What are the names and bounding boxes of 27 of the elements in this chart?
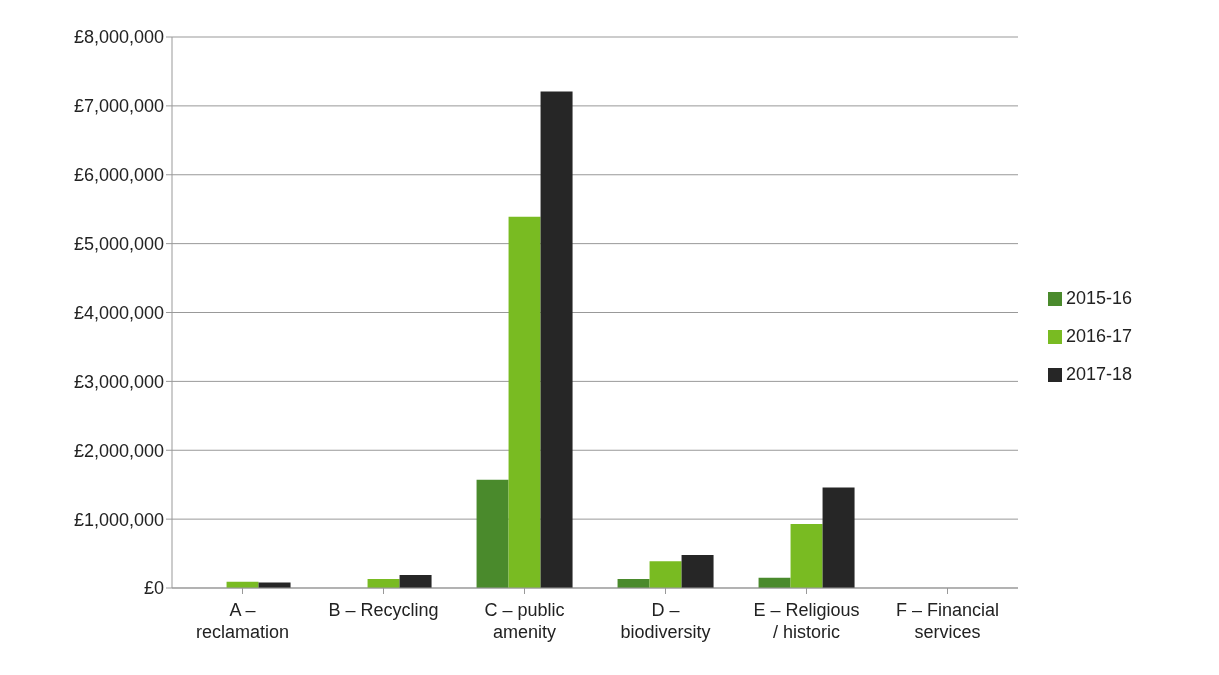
x-tick-label: E – Religious / historic — [753, 600, 860, 642]
legend-label: 2017-18 — [1066, 363, 1133, 384]
y-tick-label: £1,000,000 — [73, 509, 164, 530]
y-tick-label: £7,000,000 — [73, 96, 164, 117]
legend-label: 2016-17 — [1066, 325, 1133, 346]
x-tick-label: D – biodiversity — [620, 600, 711, 642]
x-tick-label: C – public amenity — [484, 600, 565, 642]
bar — [649, 561, 682, 588]
bar — [822, 487, 855, 588]
bar — [399, 574, 432, 588]
bar — [258, 582, 291, 588]
bar — [508, 216, 541, 588]
x-tick-label: B – Recycling — [328, 600, 439, 620]
legend-label: 2015-16 — [1066, 287, 1133, 308]
y-tick-label: £3,000,000 — [73, 371, 164, 392]
y-tick-label: £5,000,000 — [73, 234, 164, 255]
x-tick-label: A – reclamation — [195, 600, 290, 642]
bar — [540, 91, 573, 588]
y-tick-label: £6,000,000 — [73, 165, 164, 186]
bar — [476, 479, 509, 588]
y-tick-label: £0 — [143, 578, 164, 599]
bar — [681, 554, 714, 588]
bar — [790, 523, 823, 588]
y-tick-label: £8,000,000 — [73, 27, 164, 48]
y-tick-label: £4,000,000 — [73, 302, 164, 323]
y-tick-label: £2,000,000 — [73, 440, 164, 461]
x-tick-label: F – Financial services — [895, 600, 1000, 642]
